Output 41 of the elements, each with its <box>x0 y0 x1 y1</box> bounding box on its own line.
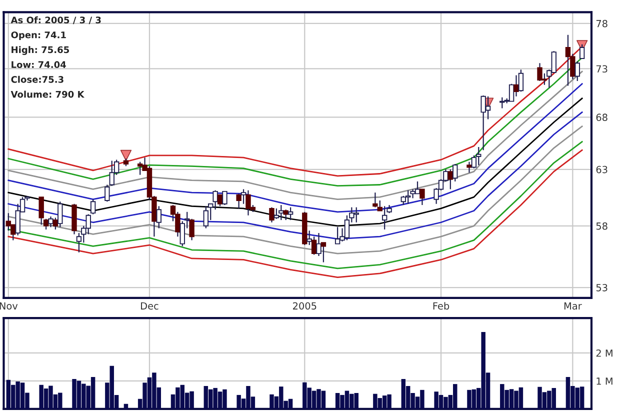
x-tick-label: Nov <box>0 302 18 310</box>
y-tick-label: 63 <box>596 166 608 174</box>
y-tick-label: 73 <box>596 65 608 73</box>
y-tick-label: 53 <box>596 284 608 292</box>
line-series <box>8 70 583 200</box>
line-series <box>8 98 583 227</box>
candlestick <box>579 44 585 60</box>
bar <box>580 386 584 409</box>
bar <box>124 404 128 409</box>
candlestick <box>518 69 524 92</box>
annotation: High: 75.65 <box>12 46 69 55</box>
annotation: Close:75.3 <box>11 76 64 83</box>
bar <box>401 379 406 409</box>
bar <box>204 386 208 409</box>
candlestick <box>58 201 63 228</box>
x-tick-label: Feb <box>433 302 450 310</box>
candlestick <box>288 206 294 221</box>
y-tick-label: 2 M <box>596 349 612 357</box>
annotation: Open: 74.1 <box>11 31 66 40</box>
candlestick <box>203 206 209 229</box>
point <box>120 150 132 162</box>
y-tick-label: 1 M <box>596 378 612 385</box>
annotation: As Of: 2005 / 3 / 3 <box>10 16 101 24</box>
bar <box>6 380 11 409</box>
candlestick <box>222 190 228 206</box>
candlestick <box>574 60 580 82</box>
y-tick-label: 68 <box>596 114 608 122</box>
candlestick <box>500 96 505 109</box>
y-tick-label: 58 <box>596 222 608 230</box>
annotation: Low: 74.04 <box>12 61 66 68</box>
y-tick-label: 78 <box>596 20 608 28</box>
x-tick-label: 2005 <box>292 302 316 310</box>
annotation: Volume: 790 K <box>10 90 85 98</box>
candlestick <box>274 208 280 220</box>
candlestick <box>48 216 54 228</box>
line-series <box>8 83 583 213</box>
candlestick <box>6 212 12 232</box>
x-tick-label: Dec <box>141 302 158 310</box>
candlestick <box>156 206 162 229</box>
x-tick-label: Mar <box>564 302 582 310</box>
line-series <box>8 126 583 254</box>
